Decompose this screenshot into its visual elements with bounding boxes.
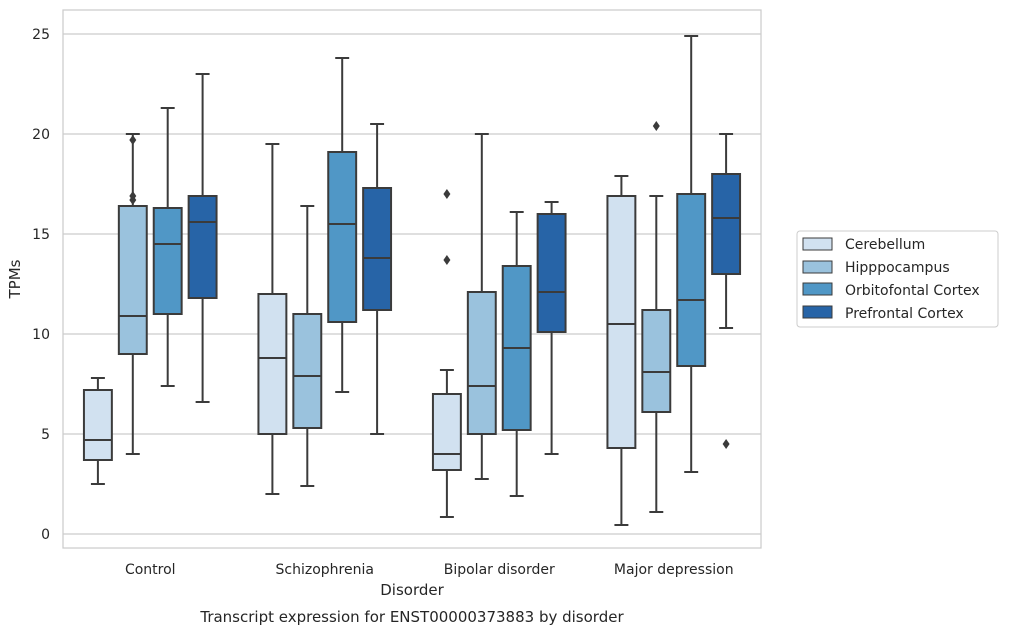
box [82, 389, 113, 461]
legend-swatch-cerebellum [802, 237, 833, 251]
box-group [711, 133, 742, 449]
x-tick-label: Major depression [614, 562, 734, 578]
legend-label-hippocampus: Hipppocampus [845, 260, 950, 276]
box [466, 291, 497, 435]
box [362, 187, 393, 311]
y-tick-label: 10 [32, 327, 50, 343]
outlier-point [652, 121, 660, 131]
box [711, 173, 742, 275]
legend-label-cerebellum: Cerebellum [845, 237, 925, 253]
box-group [257, 143, 288, 495]
box [431, 393, 462, 471]
box [257, 293, 288, 435]
box-group [152, 107, 183, 387]
legend-label-orbitofrontal: Orbitofontal Cortex [845, 283, 980, 299]
x-axis-ticks: Control Schizophrenia Bipolar disorder Majo… [125, 562, 734, 578]
legend-swatch-hippocampus [802, 260, 833, 274]
x-tick-label: Control [125, 562, 176, 578]
box [606, 195, 637, 449]
y-tick-label: 0 [41, 527, 50, 543]
figure-caption: Transcript expression for ENST0000037388… [199, 608, 624, 626]
legend-swatch-orbitofrontal [802, 282, 833, 296]
legend-swatch-prefrontal [802, 305, 833, 319]
box-plot-area [82, 35, 742, 526]
x-tick-label: Schizophrenia [276, 562, 374, 578]
box-group [292, 205, 323, 487]
box-group [82, 377, 113, 485]
box-group [536, 201, 567, 455]
y-tick-label: 25 [32, 27, 50, 43]
legend-label-prefrontal: Prefrontal Cortex [845, 306, 964, 322]
box [117, 205, 148, 355]
y-axis-ticks: 0 5 10 15 20 25 [32, 27, 50, 543]
box-group [187, 73, 218, 403]
outlier-point [443, 189, 451, 199]
y-axis-label: TPMs [6, 259, 24, 299]
box [292, 313, 323, 429]
outlier-point [129, 135, 137, 145]
box [676, 193, 707, 367]
x-tick-label: Bipolar disorder [444, 562, 555, 578]
box-group [501, 211, 532, 497]
outlier-point [443, 255, 451, 265]
box [327, 151, 358, 323]
box-group [676, 35, 707, 473]
legend: Cerebellum Hipppocampus Orbitofontal Cor… [796, 230, 999, 328]
box [187, 195, 218, 299]
outlier-point [722, 439, 730, 449]
box-group [362, 123, 393, 435]
box [641, 309, 672, 413]
y-tick-label: 5 [41, 427, 50, 443]
x-axis-label: Disorder [380, 581, 444, 599]
box [152, 207, 183, 315]
box-group [466, 133, 497, 480]
y-tick-label: 20 [32, 127, 50, 143]
y-tick-label: 15 [32, 227, 50, 243]
box-group [641, 121, 672, 513]
plot-frame [62, 9, 762, 549]
outlier-point [129, 191, 137, 201]
box [536, 213, 567, 333]
box-group [431, 189, 462, 518]
legend-frame [796, 230, 999, 328]
box-group [117, 133, 148, 455]
box-group [606, 175, 637, 526]
box-group [327, 57, 358, 393]
